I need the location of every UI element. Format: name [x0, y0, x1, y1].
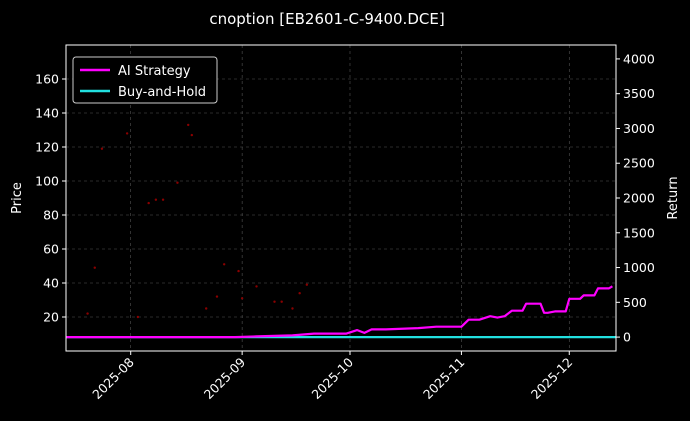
price-point: [147, 201, 150, 205]
price-point: [100, 147, 104, 150]
legend-label-buy-and-hold: Buy-and-Hold: [118, 85, 206, 100]
y2-tick-label: 1000: [623, 260, 655, 275]
price-point: [237, 269, 240, 273]
y-tick-label: 40: [43, 276, 59, 291]
price-point: [215, 295, 219, 298]
y-tick-label: 140: [35, 106, 59, 121]
price-point: [176, 181, 179, 184]
y2-tick-label: 2000: [623, 191, 655, 206]
legend-label-ai-strategy: AI Strategy: [118, 64, 191, 79]
price-points: [86, 123, 309, 319]
y2-tick-label: 4000: [623, 51, 655, 66]
chart-title: cnoption [EB2601-C-9400.DCE]: [209, 10, 444, 28]
y2-tick-label: 500: [623, 295, 647, 310]
y-tick-label: 160: [35, 72, 59, 87]
price-point: [190, 133, 194, 137]
price-point: [222, 263, 226, 266]
price-point: [204, 307, 208, 310]
y-axis-label: Price: [10, 182, 25, 214]
series-line-ai-strategy: [66, 285, 613, 339]
price-point: [298, 292, 301, 295]
y2-tick-label: 2500: [623, 156, 655, 171]
y2-axis-label: Return: [666, 176, 681, 219]
price-point: [291, 307, 294, 310]
grid: [66, 45, 616, 351]
price-point: [161, 198, 165, 201]
y-tick-label: 100: [35, 174, 59, 189]
y2-tick-label: 3500: [623, 86, 655, 101]
legend: AI Strategy Buy-and-Hold: [72, 56, 218, 104]
price-point: [240, 297, 244, 300]
price-point: [136, 315, 140, 319]
price-point: [305, 283, 309, 286]
price-point: [154, 198, 158, 201]
y-tick-label: 80: [43, 208, 59, 223]
series-lines: [66, 285, 616, 339]
y2-tick-label: 0: [623, 330, 631, 345]
price-point: [86, 312, 89, 315]
y-tick-label: 20: [43, 310, 59, 325]
y2-tick-label: 3000: [623, 121, 655, 136]
price-point: [125, 132, 129, 135]
y-tick-label: 60: [43, 242, 59, 257]
price-point: [93, 266, 96, 269]
y2-tick-label: 1500: [623, 225, 655, 240]
price-point: [187, 123, 190, 127]
y-tick-label: 120: [35, 140, 59, 155]
price-point: [255, 285, 258, 288]
price-point: [280, 300, 283, 303]
price-point: [273, 300, 276, 303]
